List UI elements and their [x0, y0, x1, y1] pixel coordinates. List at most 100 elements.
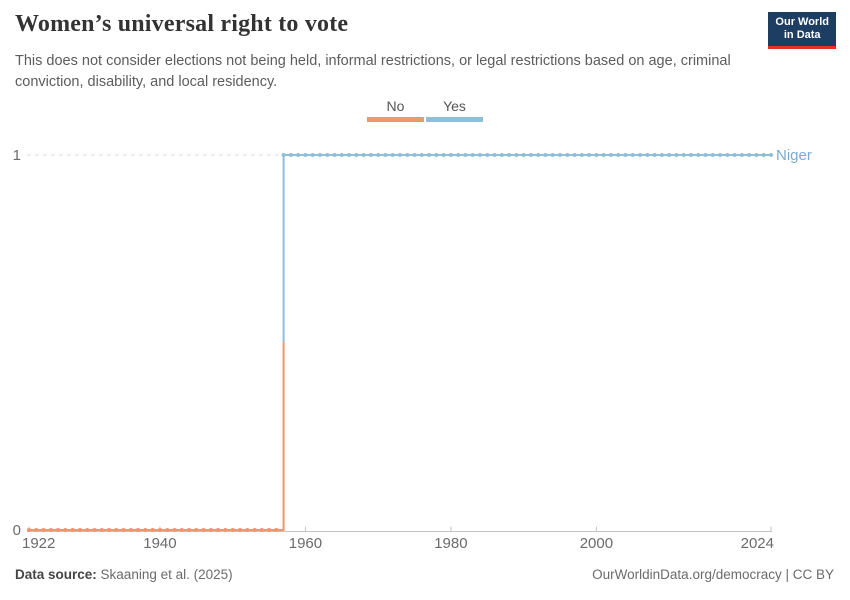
- data-point-2003: [616, 153, 621, 157]
- data-point-1928: [70, 528, 75, 532]
- series-line-no: [29, 342, 285, 531]
- data-point-1934: [114, 528, 119, 532]
- data-point-1951: [237, 528, 242, 532]
- data-point-2005: [630, 153, 635, 157]
- data-point-1956: [274, 528, 279, 532]
- legend-item-yes[interactable]: Yes: [426, 99, 483, 122]
- x-axis-label-1980: 1980: [434, 535, 467, 552]
- series-line-yes: [282, 154, 771, 343]
- data-point-1949: [223, 528, 228, 532]
- data-point-1983: [470, 153, 475, 157]
- data-point-1931: [92, 528, 97, 532]
- data-point-1935: [121, 528, 126, 532]
- data-point-1981: [456, 153, 461, 157]
- data-point-1994: [550, 153, 555, 157]
- data-point-1998: [579, 153, 584, 157]
- data-point-1922: [27, 528, 31, 532]
- data-point-1939: [150, 528, 155, 532]
- data-point-2008: [652, 153, 657, 157]
- data-point-2011: [674, 153, 679, 157]
- x-axis-label-1960: 1960: [289, 535, 322, 552]
- data-point-1947: [208, 528, 213, 532]
- data-point-1975: [412, 153, 417, 157]
- data-point-1940: [157, 528, 162, 532]
- data-point-1958: [288, 153, 293, 157]
- owid-logo-line1: Our World: [775, 16, 829, 28]
- chart-footer: Data source: Skaaning et al. (2025) OurW…: [15, 567, 834, 582]
- data-point-1944: [187, 528, 192, 532]
- entity-label-niger: Niger: [776, 147, 812, 164]
- data-point-1925: [48, 528, 53, 532]
- data-point-2024: [769, 153, 773, 157]
- data-point-1974: [405, 153, 410, 157]
- data-point-1927: [63, 528, 68, 532]
- data-point-1965: [339, 153, 344, 157]
- x-axis-label-2024: 2024: [741, 535, 774, 552]
- data-point-1970: [376, 153, 381, 157]
- data-point-2000: [594, 153, 599, 157]
- data-point-1945: [194, 528, 199, 532]
- data-point-1948: [216, 528, 221, 532]
- data-point-1952: [245, 528, 250, 532]
- data-point-1966: [347, 153, 352, 157]
- data-point-2006: [638, 153, 643, 157]
- data-point-1943: [179, 528, 184, 532]
- data-point-2014: [696, 153, 701, 157]
- legend-item-no[interactable]: No: [367, 99, 424, 122]
- data-point-1937: [136, 528, 141, 532]
- data-point-1955: [267, 528, 272, 532]
- data-point-1960: [303, 153, 308, 157]
- data-point-1967: [354, 153, 359, 157]
- data-point-1984: [478, 153, 483, 157]
- data-point-1993: [543, 153, 548, 157]
- data-source-label: Data source:: [15, 567, 97, 582]
- data-point-1929: [77, 528, 82, 532]
- data-point-1972: [390, 153, 395, 157]
- data-point-1995: [558, 153, 563, 157]
- data-point-2015: [703, 153, 708, 157]
- data-point-1977: [427, 153, 432, 157]
- data-point-2016: [710, 153, 715, 157]
- data-point-2012: [681, 153, 686, 157]
- attribution-link[interactable]: OurWorldinData.org/democracy | CC BY: [592, 567, 834, 582]
- data-point-2009: [659, 153, 664, 157]
- chart-subtitle: This does not consider elections not bei…: [15, 53, 731, 90]
- data-point-1926: [56, 528, 61, 532]
- data-point-1933: [107, 528, 112, 532]
- data-point-1930: [85, 528, 90, 532]
- data-point-1923: [34, 528, 39, 532]
- x-axis-label-1922: 1922: [22, 535, 55, 552]
- data-point-1942: [172, 528, 177, 532]
- data-point-2020: [739, 153, 744, 157]
- data-point-1961: [310, 153, 315, 157]
- legend: No Yes: [0, 99, 850, 122]
- data-point-1989: [514, 153, 519, 157]
- data-point-1997: [572, 153, 577, 157]
- data-point-1954: [259, 528, 264, 532]
- x-axis-label-2000: 2000: [580, 535, 613, 552]
- data-point-2002: [608, 153, 613, 157]
- data-point-2019: [732, 153, 737, 157]
- data-point-1990: [521, 153, 526, 157]
- data-point-1999: [587, 153, 592, 157]
- data-point-1988: [507, 153, 512, 157]
- owid-logo[interactable]: Our World in Data: [768, 12, 836, 49]
- data-point-1991: [528, 153, 533, 157]
- data-point-1932: [99, 528, 104, 532]
- data-point-1971: [383, 153, 388, 157]
- y-axis-label-0: 0: [13, 522, 21, 539]
- data-point-1973: [398, 153, 402, 157]
- data-point-1938: [143, 528, 148, 532]
- data-point-1963: [325, 153, 330, 157]
- data-point-2023: [761, 153, 766, 157]
- x-axis-label-1940: 1940: [143, 535, 176, 552]
- data-point-1924: [41, 528, 46, 532]
- data-point-1979: [441, 153, 446, 157]
- data-point-2004: [623, 153, 628, 157]
- owid-logo-line2: in Data: [783, 29, 821, 41]
- y-axis-label-1: 1: [13, 147, 21, 164]
- data-point-2010: [667, 153, 672, 157]
- legend-label-yes: Yes: [443, 98, 466, 114]
- data-source-value: Skaaning et al. (2025): [100, 567, 233, 582]
- data-point-1982: [463, 153, 468, 157]
